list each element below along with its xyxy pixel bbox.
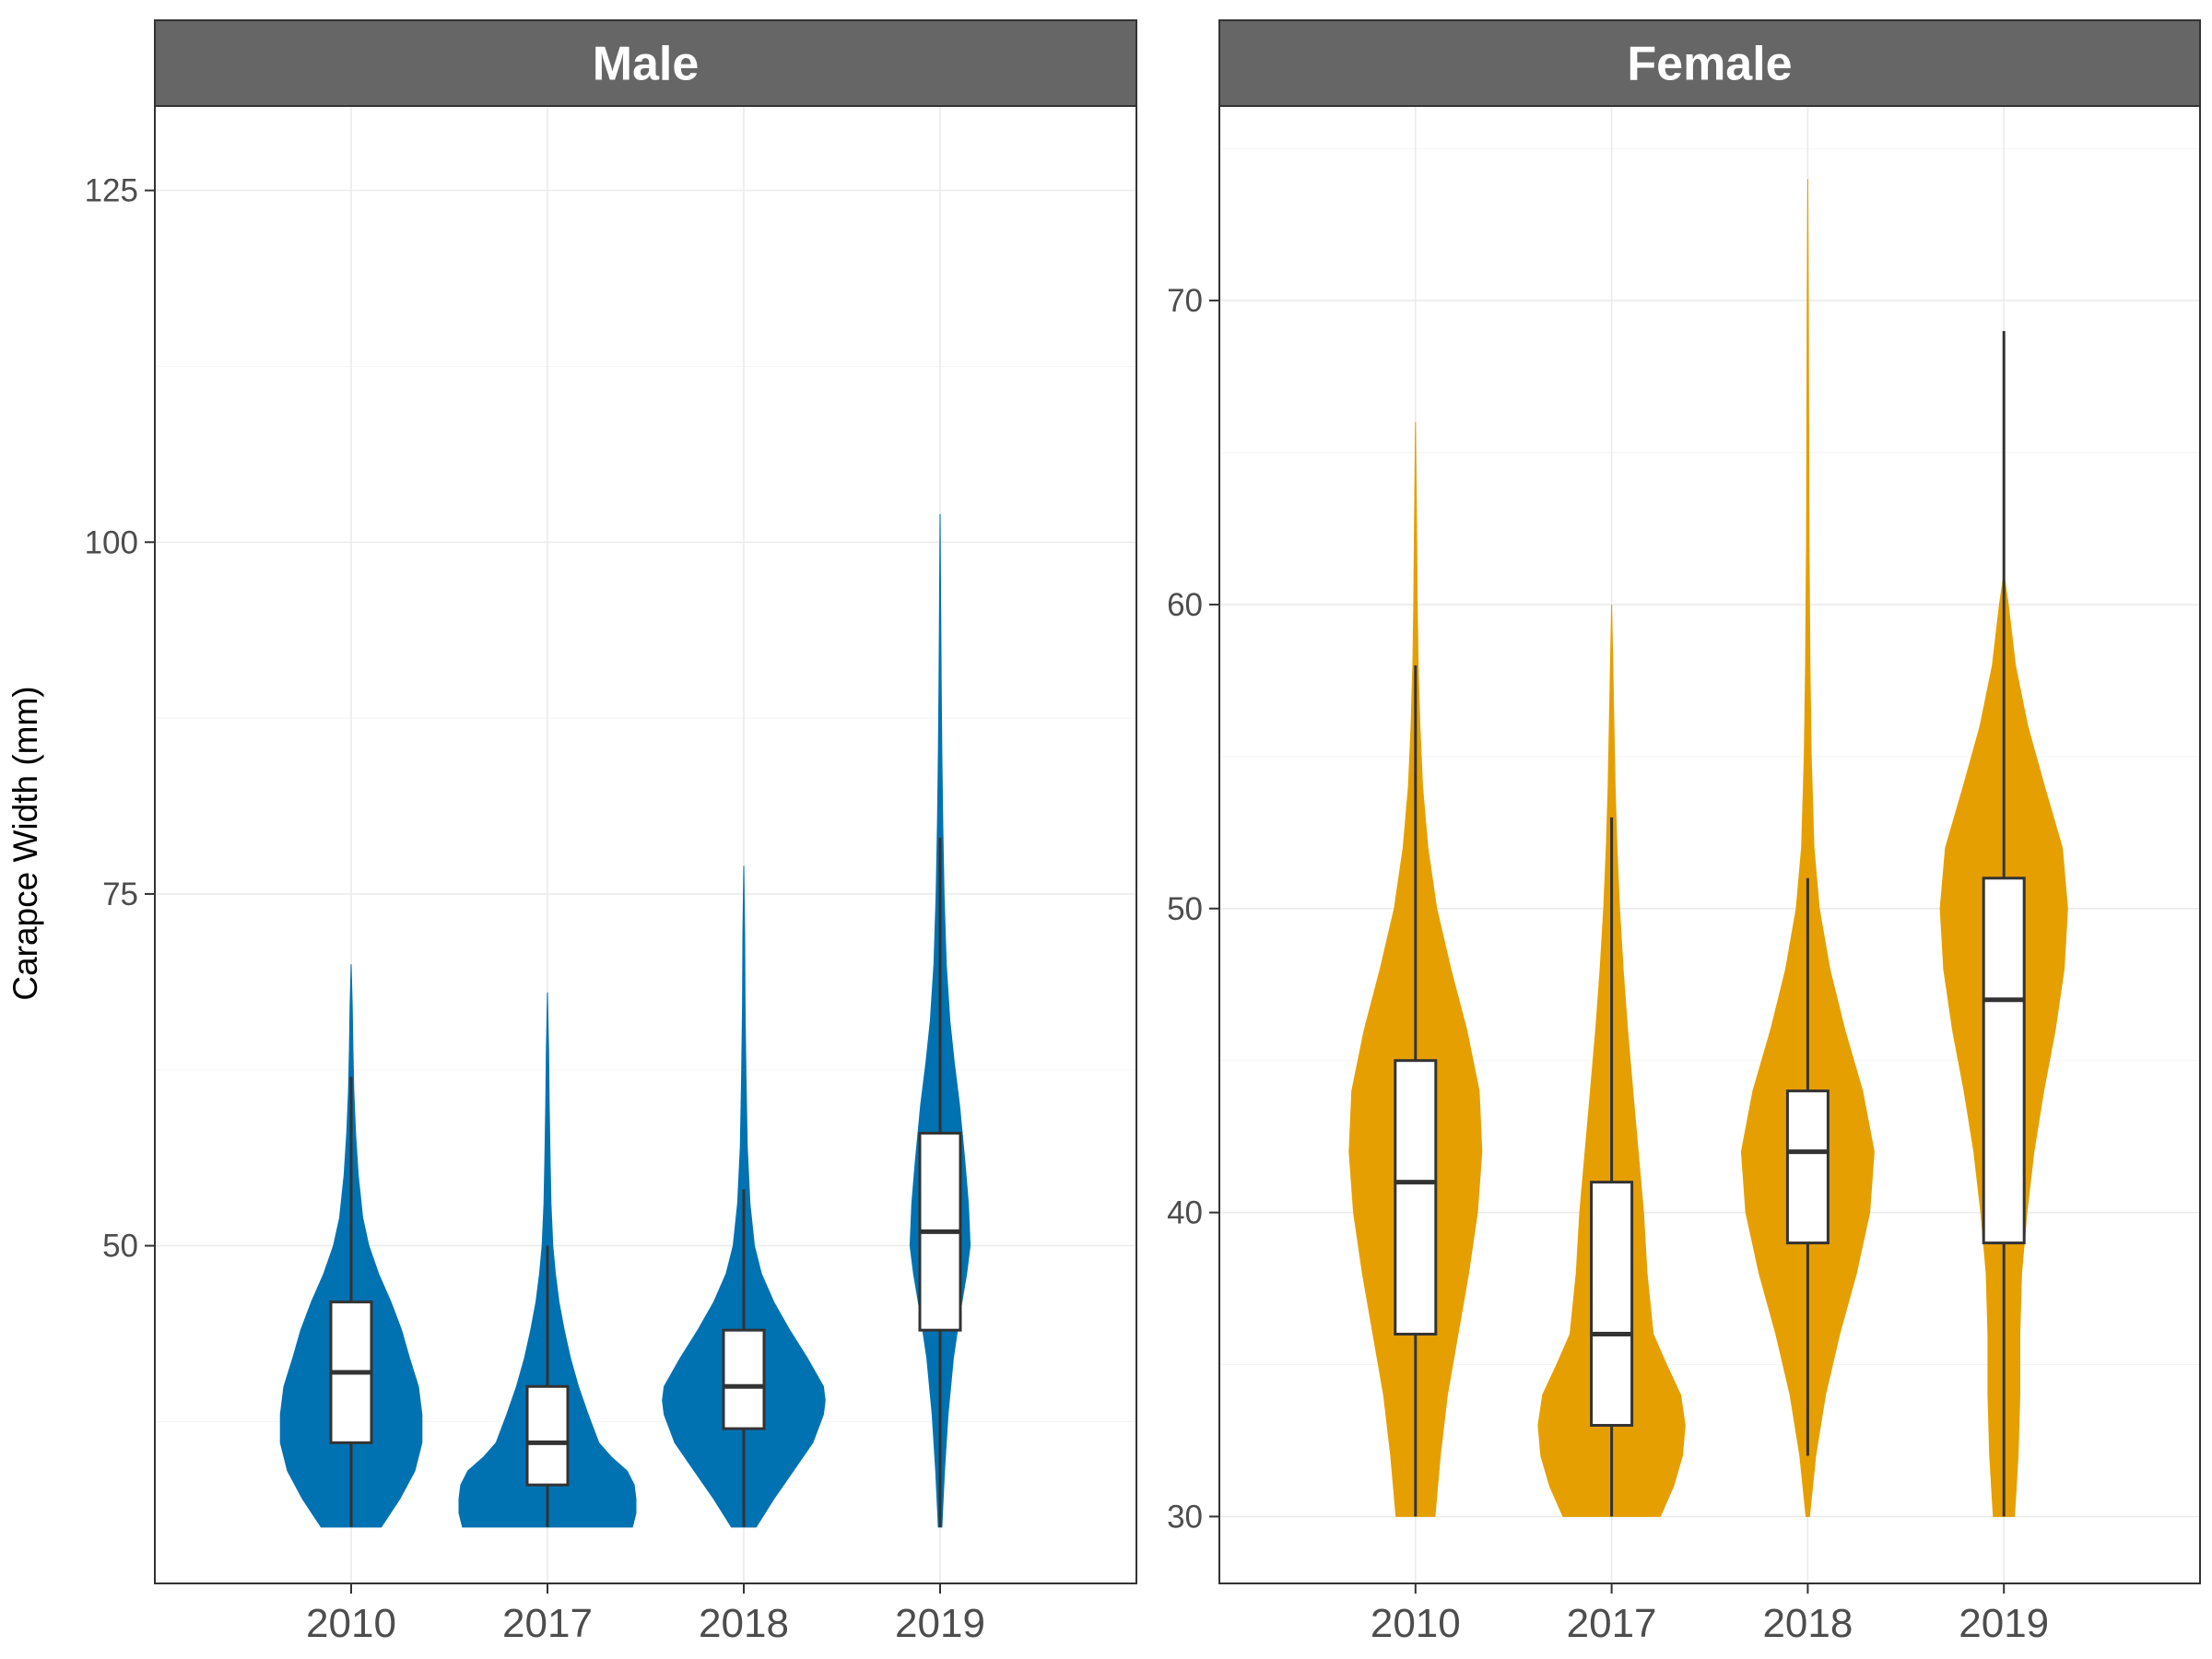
strip-label-female: Female	[1627, 38, 1792, 91]
x-tick-label-male: 2017	[502, 1601, 593, 1646]
strip-label-male: Male	[593, 38, 700, 91]
y-axis-title: Carapce Width (mm)	[6, 686, 44, 1000]
panel-female: Female 30 40 50 60 70 2010 2017 2018 2019	[1167, 19, 2201, 1646]
panel-border-female	[1218, 105, 2201, 1584]
y-tick-label-female: 60	[1167, 587, 1203, 623]
violin-female-2018	[1740, 179, 1875, 1517]
y-tick-label-male: 100	[85, 524, 138, 560]
plot-area-female: 30 40 50 60 70 2010 2017 2018 2019	[1167, 105, 2201, 1646]
x-tick-label-female: 2017	[1567, 1601, 1657, 1646]
strip-female	[1218, 19, 2201, 107]
plot-area-male: 50 75 100 125 2010 2017 2018 2019	[85, 105, 1137, 1646]
y-tick-label-female: 70	[1167, 283, 1203, 319]
strip-male	[154, 19, 1137, 107]
y-tick-label-female: 40	[1167, 1195, 1203, 1231]
box-male-2018	[722, 1328, 766, 1430]
panel-border-male	[154, 105, 1137, 1584]
x-tick-label-female: 2010	[1371, 1601, 1461, 1646]
box-female-2019	[1982, 877, 2026, 1245]
x-tick-label-male: 2019	[895, 1601, 985, 1646]
x-tick-label-male: 2010	[306, 1601, 396, 1646]
y-tick-label-male: 125	[85, 173, 138, 209]
box-female-2017	[1590, 1181, 1634, 1427]
y-tick-label-female: 50	[1167, 891, 1203, 927]
box-female-2018	[1785, 1089, 1830, 1245]
y-tick-label-male: 75	[102, 877, 138, 912]
box-male-2017	[525, 1384, 570, 1487]
y-tick-label-female: 30	[1167, 1499, 1203, 1535]
box-female-2010	[1394, 1059, 1438, 1336]
panel-male: Male 50 75 100 125 2010 2017 2018 2019	[85, 19, 1137, 1646]
y-tick-label-male: 50	[102, 1229, 138, 1265]
x-tick-label-female: 2019	[1959, 1601, 2049, 1646]
x-tick-label-male: 2018	[699, 1601, 789, 1646]
x-tick-label-female: 2018	[1762, 1601, 1853, 1646]
